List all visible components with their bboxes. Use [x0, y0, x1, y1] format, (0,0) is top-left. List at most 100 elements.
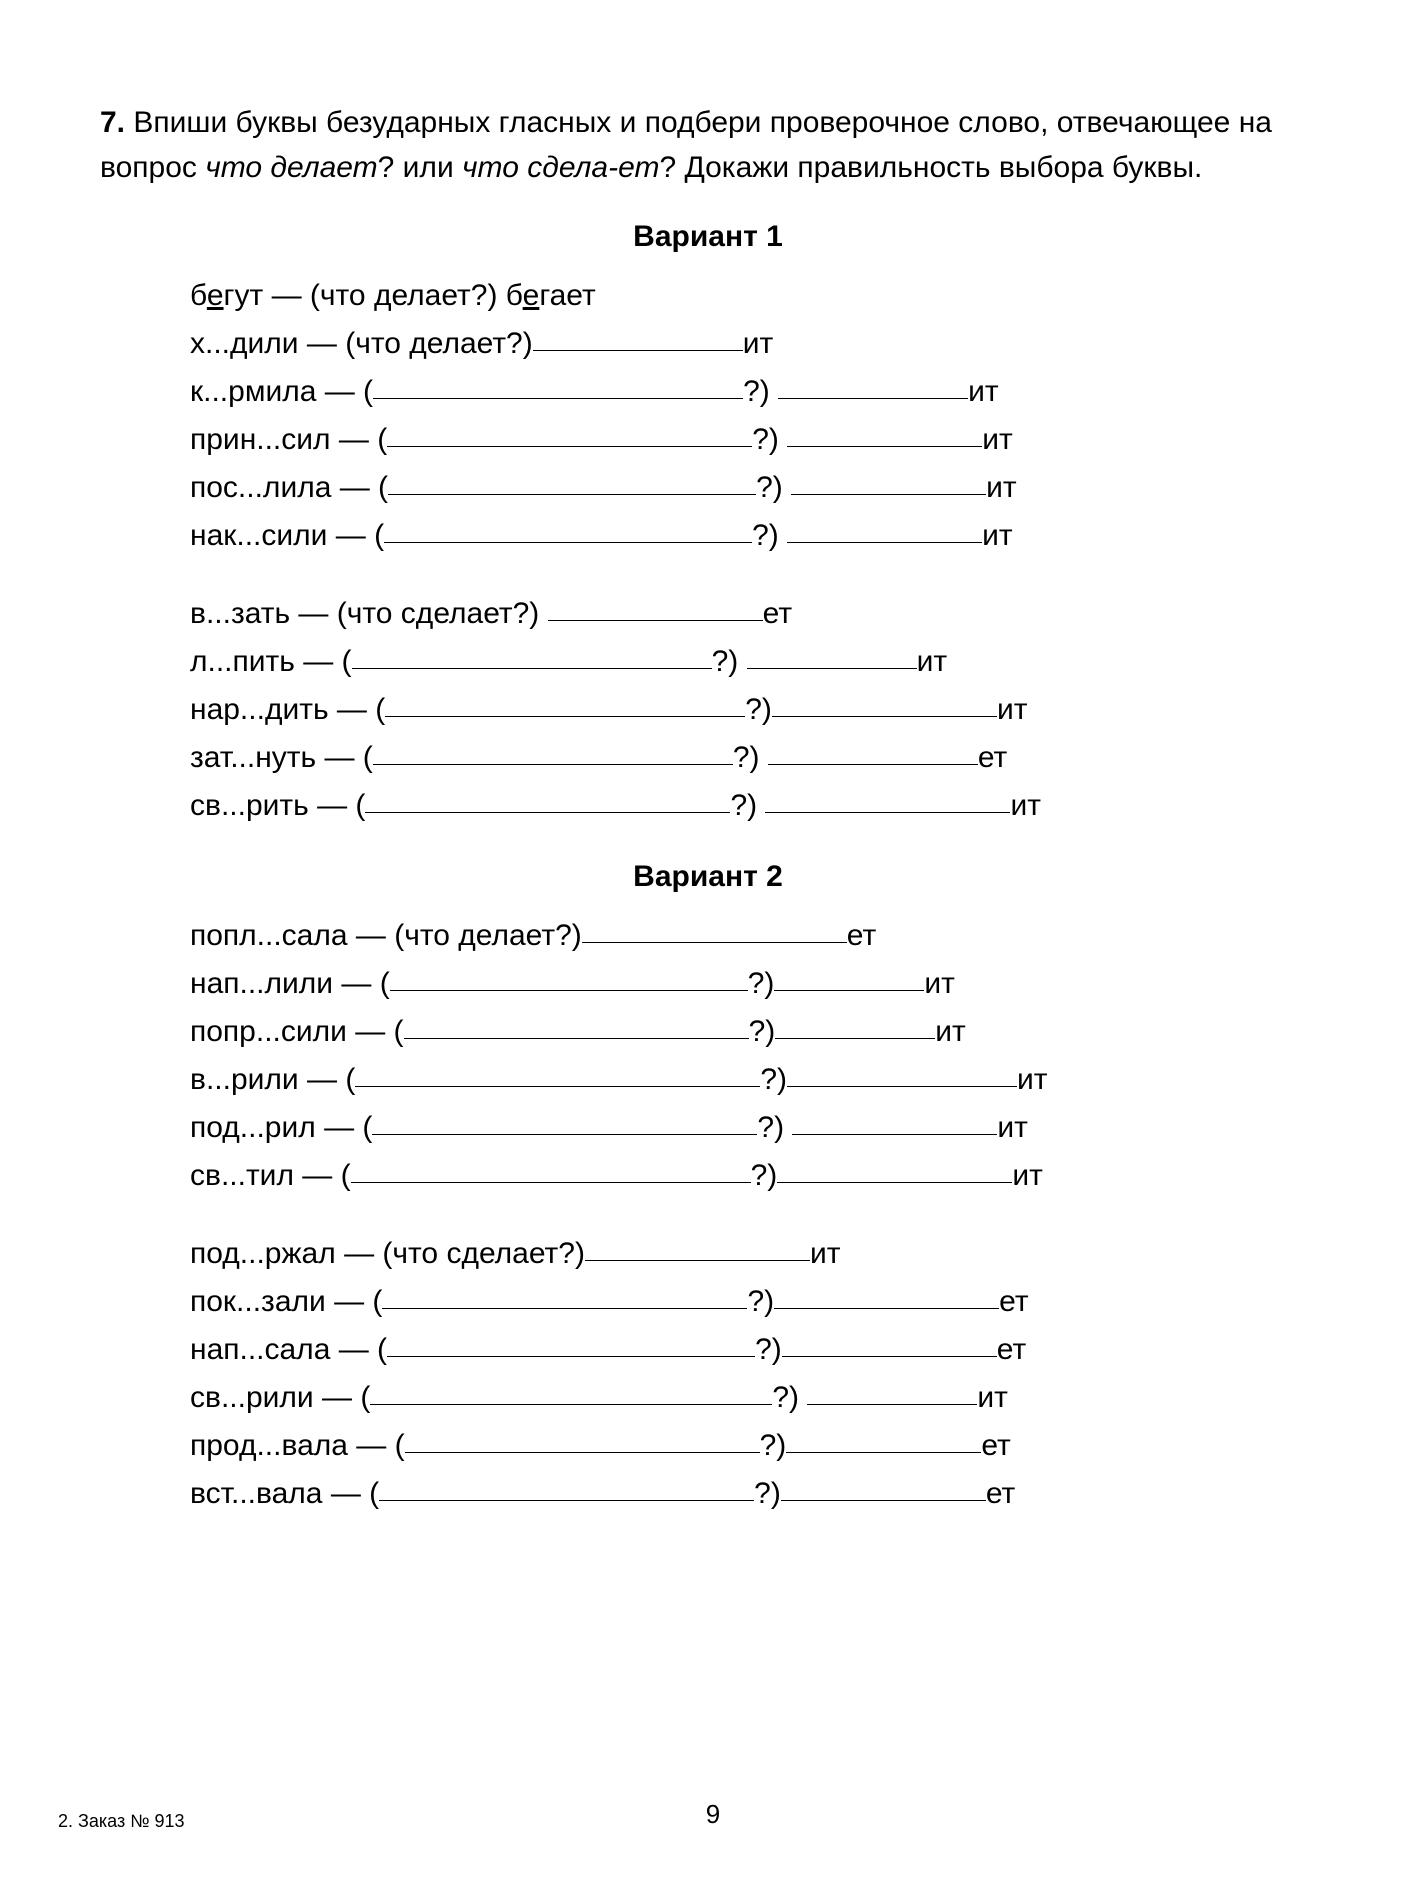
blank-field[interactable]	[774, 990, 924, 991]
mid-text: ?)	[760, 1063, 787, 1096]
dash: — (	[323, 1477, 380, 1510]
blank-field[interactable]	[787, 542, 982, 543]
blank-field[interactable]	[787, 1086, 1017, 1087]
suffix: ит	[935, 1015, 966, 1048]
mid-text: ?)	[752, 423, 787, 456]
exercise-word: вст...вала	[190, 1477, 323, 1510]
blank-field[interactable]	[390, 990, 748, 991]
blank-field[interactable]	[782, 1356, 997, 1357]
exercise-word: попл...сала	[190, 919, 348, 952]
suffix: ит	[977, 1381, 1008, 1414]
blank-field[interactable]	[373, 398, 743, 399]
blank-field[interactable]	[388, 494, 756, 495]
suffix: ит	[997, 1111, 1028, 1144]
exercise-row: в...зать — (что сделает?) ет	[190, 590, 1316, 638]
mid-text: ?)	[757, 1111, 792, 1144]
exercise-word: нар...дить	[190, 693, 329, 726]
dash: — (	[294, 1159, 351, 1192]
dash: —	[348, 919, 395, 952]
question-label: (что делает?)	[345, 327, 533, 360]
blank-field[interactable]	[768, 764, 978, 765]
prompt-part-4: ? Докажи правильность выбора буквы.	[659, 151, 1202, 184]
blank-field[interactable]	[387, 1356, 755, 1357]
exercise-word: х...дили	[190, 327, 299, 360]
blank-field[interactable]	[792, 1134, 997, 1135]
suffix: ит	[924, 967, 955, 1000]
blank-field[interactable]	[355, 1086, 760, 1087]
blank-field[interactable]	[548, 620, 763, 621]
blank-field[interactable]	[404, 1038, 749, 1039]
blank-field[interactable]	[807, 1404, 977, 1405]
dash: — (	[329, 693, 386, 726]
variant-1-title: Вариант 1	[100, 220, 1316, 254]
suffix: ет	[997, 1333, 1026, 1366]
suffix: ет	[986, 1477, 1015, 1510]
blank-field[interactable]	[385, 716, 745, 717]
mid-text: ?)	[730, 789, 765, 822]
blank-field[interactable]	[765, 812, 1010, 813]
blank-field[interactable]	[370, 1404, 772, 1405]
blank-field[interactable]	[775, 1038, 935, 1039]
suffix: ет	[999, 1285, 1028, 1318]
blank-field[interactable]	[585, 1260, 810, 1261]
example-dash: —	[263, 279, 310, 312]
mid-text: ?)	[756, 471, 791, 504]
mid-text: ?)	[743, 375, 778, 408]
mid-text: ?)	[751, 1159, 778, 1192]
dash: —	[299, 327, 346, 360]
blank-field[interactable]	[352, 668, 712, 669]
exercise-row: пос...лила — (?) ит	[190, 464, 1316, 512]
blank-field[interactable]	[379, 1500, 754, 1501]
dash: — (	[331, 423, 388, 456]
dash: —	[336, 1237, 383, 1270]
suffix: ит	[982, 519, 1013, 552]
blank-field[interactable]	[365, 812, 730, 813]
blank-field[interactable]	[351, 1182, 751, 1183]
mid-text: ?)	[747, 1285, 774, 1318]
blank-field[interactable]	[582, 942, 847, 943]
mid-text: ?)	[749, 1015, 776, 1048]
blank-field[interactable]	[533, 350, 743, 351]
exercise-word: под...ржал	[190, 1237, 336, 1270]
blank-field[interactable]	[787, 446, 982, 447]
blank-field[interactable]	[373, 764, 733, 765]
blank-field[interactable]	[778, 398, 968, 399]
exercise-row: под...рил — (?) ит	[190, 1104, 1316, 1152]
exercise-prompt: 7. Впиши буквы безударных гласных и подб…	[100, 100, 1316, 190]
suffix: ит	[968, 375, 999, 408]
dash: — (	[348, 1429, 405, 1462]
exercise-row: нап...сала — (?)ет	[190, 1326, 1316, 1374]
exercise-row: св...тил — (?)ит	[190, 1152, 1316, 1200]
blank-field[interactable]	[774, 1308, 999, 1309]
exercise-row: под...ржал — (что сделает?)ит	[190, 1230, 1316, 1278]
suffix: ит	[986, 471, 1017, 504]
exercise-row: х...дили — (что делает?) ит	[190, 320, 1316, 368]
blank-field[interactable]	[781, 1500, 986, 1501]
blank-field[interactable]	[372, 1134, 757, 1135]
blank-field[interactable]	[384, 542, 752, 543]
blank-field[interactable]	[791, 494, 986, 495]
exercise-word: в...зать	[190, 597, 290, 630]
dash: — (	[330, 1333, 387, 1366]
blank-field[interactable]	[786, 1452, 981, 1453]
mid-text: ?)	[745, 693, 772, 726]
blank-field[interactable]	[777, 1182, 1012, 1183]
suffix: ит	[1010, 789, 1041, 822]
mid-text: ?)	[748, 967, 775, 1000]
variant-2-title: Вариант 2	[100, 860, 1316, 894]
blank-field[interactable]	[387, 446, 752, 447]
page-number: 9	[0, 1799, 1426, 1830]
blank-field[interactable]	[772, 716, 997, 717]
exercise-row: попл...сала — (что делает?)ет	[190, 912, 1316, 960]
dash: — (	[316, 741, 373, 774]
blank-field[interactable]	[382, 1308, 747, 1309]
suffix: ит	[743, 327, 774, 360]
exercise-row: нак...сили — (?) ит	[190, 512, 1316, 560]
variant-1-block-1: бегут — (что делает?) бегает х...дили — …	[190, 272, 1316, 560]
variant-2-block-1: попл...сала — (что делает?)етнап...лили …	[190, 912, 1316, 1200]
blank-field[interactable]	[747, 668, 917, 669]
blank-field[interactable]	[405, 1452, 760, 1453]
variant-2-block-2: под...ржал — (что сделает?)итпок...зали …	[190, 1230, 1316, 1518]
exercise-word: л...пить	[190, 645, 295, 678]
suffix: ет	[981, 1429, 1010, 1462]
